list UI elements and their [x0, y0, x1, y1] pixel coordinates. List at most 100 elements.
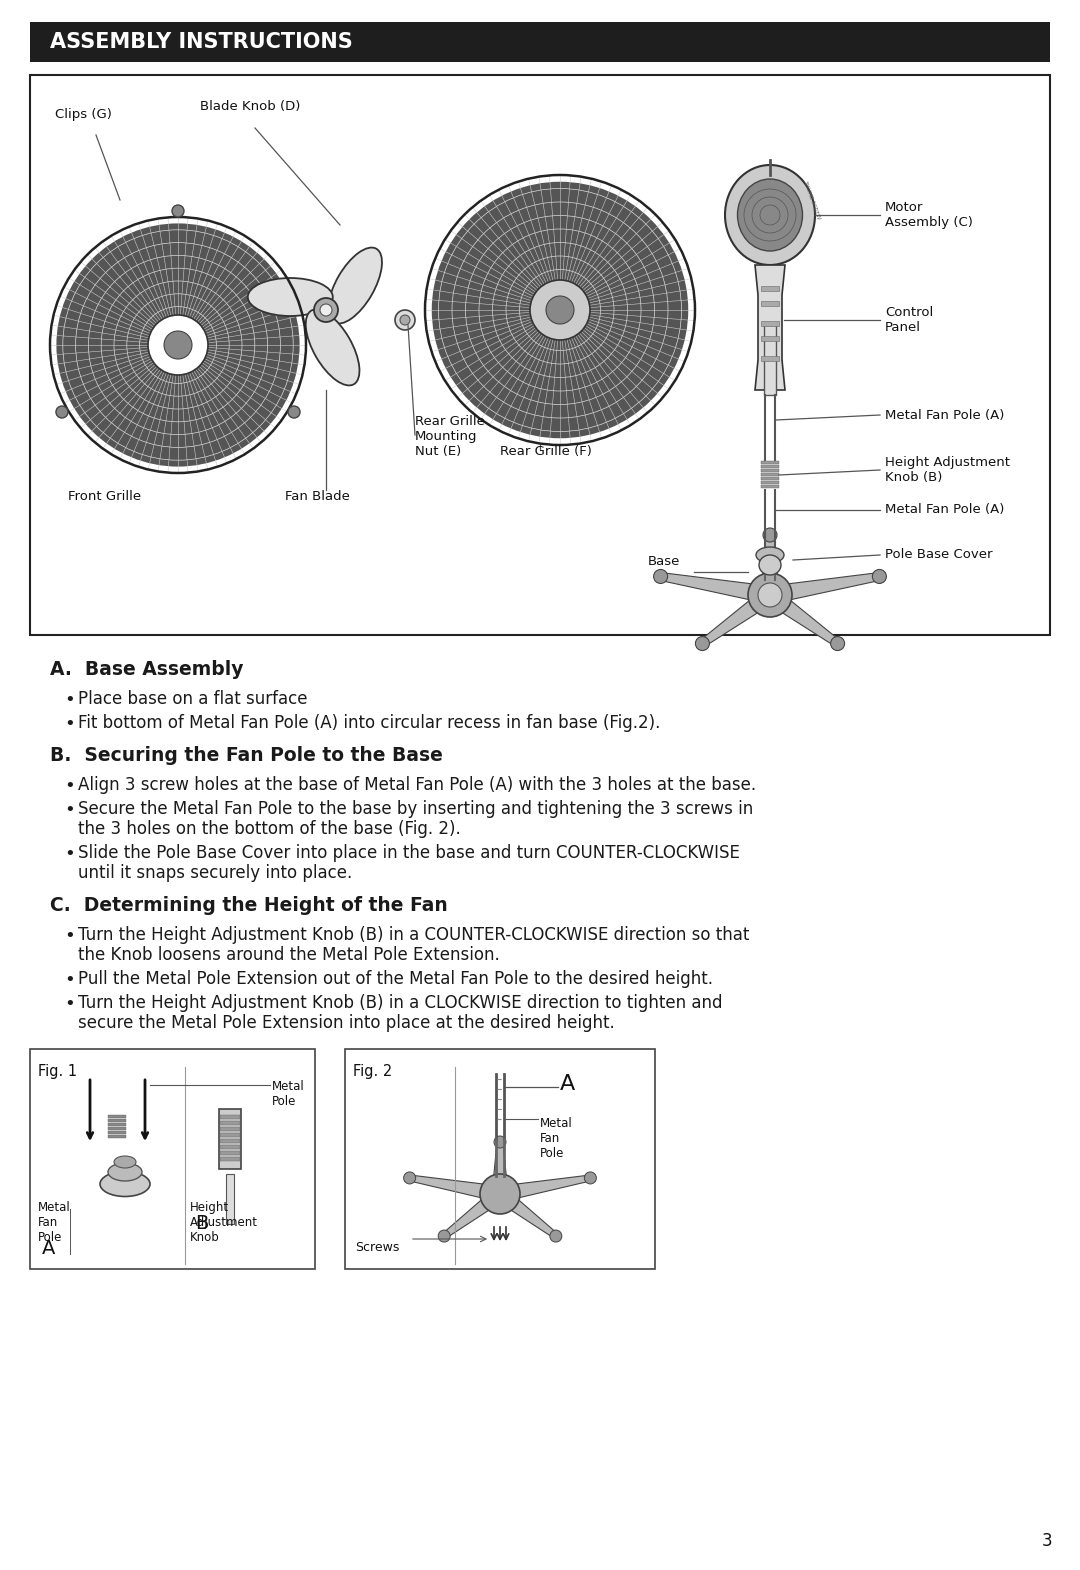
- Ellipse shape: [306, 309, 360, 386]
- Circle shape: [404, 1171, 416, 1184]
- Ellipse shape: [725, 165, 815, 265]
- Text: A: A: [42, 1239, 55, 1258]
- Text: until it snaps securely into place.: until it snaps securely into place.: [78, 864, 352, 882]
- Text: B: B: [195, 1214, 208, 1232]
- Circle shape: [314, 298, 338, 322]
- Bar: [761, 301, 779, 306]
- Ellipse shape: [759, 556, 781, 575]
- Polygon shape: [762, 590, 841, 645]
- Text: Secure the Metal Fan Pole to the base by inserting and tightening the 3 screws i: Secure the Metal Fan Pole to the base by…: [78, 801, 753, 818]
- Circle shape: [480, 1174, 519, 1214]
- Circle shape: [148, 316, 208, 375]
- Polygon shape: [761, 535, 779, 595]
- Text: •: •: [64, 970, 75, 989]
- Circle shape: [172, 206, 184, 217]
- Circle shape: [400, 316, 410, 325]
- Text: Fig. 2: Fig. 2: [353, 1064, 392, 1079]
- Text: A.  Base Assembly: A. Base Assembly: [50, 659, 243, 678]
- Text: B.  Securing the Fan Pole to the Base: B. Securing the Fan Pole to the Base: [50, 746, 443, 765]
- Bar: [108, 1135, 126, 1138]
- Ellipse shape: [756, 546, 784, 564]
- Text: Motor
Assembly (C): Motor Assembly (C): [885, 201, 973, 229]
- Polygon shape: [494, 1190, 558, 1237]
- Text: Turn the Height Adjustment Knob (B) in a COUNTER-CLOCKWISE direction so that: Turn the Height Adjustment Knob (B) in a…: [78, 926, 750, 944]
- Text: ASSEMBLY INSTRUCTIONS: ASSEMBLY INSTRUCTIONS: [50, 31, 353, 52]
- Bar: [220, 1151, 240, 1156]
- Text: secure the Metal Pole Extension into place at the desired height.: secure the Metal Pole Extension into pla…: [78, 1014, 615, 1031]
- Text: Blade Knob (D): Blade Knob (D): [200, 100, 300, 113]
- Text: Slide the Pole Base Cover into place in the base and turn COUNTER-CLOCKWISE: Slide the Pole Base Cover into place in …: [78, 845, 740, 862]
- Text: Pull the Metal Pole Extension out of the Metal Fan Pole to the desired height.: Pull the Metal Pole Extension out of the…: [78, 970, 713, 988]
- Text: Metal
Fan
Pole: Metal Fan Pole: [38, 1201, 71, 1243]
- Circle shape: [432, 182, 688, 438]
- Text: Rear Grille (F): Rear Grille (F): [500, 444, 592, 458]
- Circle shape: [653, 570, 667, 584]
- Bar: [108, 1127, 126, 1130]
- Circle shape: [550, 1229, 562, 1242]
- Ellipse shape: [100, 1171, 150, 1196]
- Bar: [764, 325, 777, 396]
- Polygon shape: [660, 573, 773, 603]
- Bar: [761, 320, 779, 327]
- Bar: [30, 22, 1050, 61]
- Text: A: A: [561, 1074, 576, 1094]
- Text: Metal Fan Pole (A): Metal Fan Pole (A): [885, 504, 1004, 517]
- Circle shape: [164, 331, 192, 360]
- Polygon shape: [492, 1141, 508, 1195]
- Bar: [30, 1049, 315, 1269]
- Bar: [108, 1119, 126, 1123]
- Polygon shape: [767, 573, 880, 603]
- Polygon shape: [498, 1174, 591, 1201]
- Bar: [761, 485, 779, 488]
- Circle shape: [56, 407, 68, 418]
- Circle shape: [762, 528, 777, 542]
- Bar: [761, 473, 779, 476]
- Bar: [761, 477, 779, 480]
- Circle shape: [873, 570, 887, 584]
- Text: Turn the Height Adjustment Knob (B) in a CLOCKWISE direction to tighten and: Turn the Height Adjustment Knob (B) in a…: [78, 994, 723, 1013]
- Ellipse shape: [108, 1163, 141, 1181]
- Bar: [761, 465, 779, 468]
- Bar: [30, 75, 1050, 634]
- Circle shape: [584, 1171, 596, 1184]
- Text: •: •: [64, 714, 75, 733]
- Text: the 3 holes on the bottom of the base (Fig. 2).: the 3 holes on the bottom of the base (F…: [78, 820, 461, 838]
- Circle shape: [288, 407, 300, 418]
- Text: Clips (G): Clips (G): [55, 108, 112, 121]
- Text: Screws: Screws: [355, 1240, 400, 1254]
- Bar: [761, 336, 779, 341]
- Bar: [108, 1115, 126, 1118]
- Text: •: •: [64, 691, 75, 710]
- Polygon shape: [755, 265, 785, 389]
- Text: Metal
Fan
Pole: Metal Fan Pole: [540, 1116, 572, 1160]
- Text: •: •: [64, 777, 75, 794]
- Polygon shape: [699, 590, 778, 645]
- Circle shape: [546, 297, 573, 323]
- Ellipse shape: [247, 278, 333, 316]
- Text: Pole Base Cover: Pole Base Cover: [885, 548, 993, 562]
- Text: Front Grille: Front Grille: [68, 490, 141, 502]
- Text: Fan Blade: Fan Blade: [285, 490, 350, 502]
- Bar: [761, 469, 779, 473]
- Circle shape: [748, 573, 792, 617]
- Bar: [219, 1108, 241, 1170]
- Text: •: •: [64, 926, 75, 945]
- Circle shape: [395, 309, 415, 330]
- Circle shape: [831, 636, 845, 650]
- Bar: [220, 1138, 240, 1143]
- Circle shape: [494, 1137, 507, 1148]
- Text: •: •: [64, 995, 75, 1013]
- Bar: [220, 1145, 240, 1149]
- Text: Height
Adjustment
Knob: Height Adjustment Knob: [190, 1201, 258, 1243]
- Text: •: •: [64, 845, 75, 864]
- Circle shape: [758, 582, 782, 608]
- Ellipse shape: [738, 179, 802, 251]
- Bar: [220, 1121, 240, 1126]
- Text: Align 3 screw holes at the base of Metal Fan Pole (A) with the 3 holes at the ba: Align 3 screw holes at the base of Metal…: [78, 776, 756, 794]
- Circle shape: [530, 279, 590, 341]
- Circle shape: [56, 223, 299, 466]
- Ellipse shape: [328, 248, 382, 323]
- Text: the Knob loosens around the Metal Pole Extension.: the Knob loosens around the Metal Pole E…: [78, 947, 500, 964]
- Circle shape: [320, 305, 332, 316]
- Text: Metal Fan Pole (A): Metal Fan Pole (A): [885, 408, 1004, 421]
